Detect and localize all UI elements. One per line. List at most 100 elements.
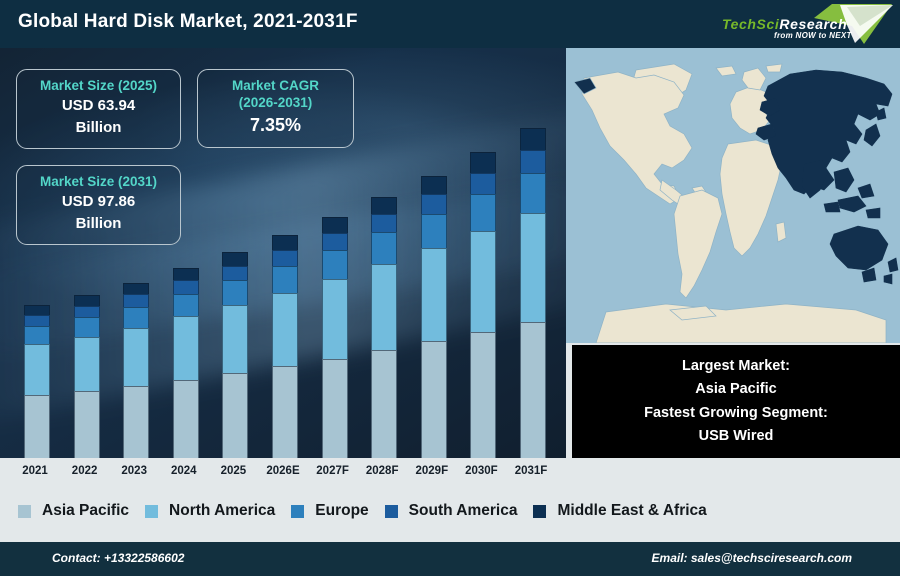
bar-segment-europe — [222, 280, 249, 305]
bar-segment-south-america — [123, 294, 150, 307]
logo-research: Research — [779, 16, 848, 32]
legend-item-south-america[interactable]: South America — [384, 502, 518, 520]
x-axis-label-2022: 2022 — [71, 465, 98, 477]
bar-segment-middle-east-africa — [420, 175, 447, 195]
bar-segment-asia-pacific — [371, 350, 398, 458]
bar-segment-asia-pacific — [172, 379, 199, 458]
x-axis-label-2025: 2025 — [220, 465, 247, 477]
techsci-research-logo: TechSciResearch from NOW to NEXT — [714, 2, 894, 46]
world-map-svg — [566, 48, 900, 343]
bar-segment-north-america — [321, 278, 348, 359]
legend-item-asia-pacific[interactable]: Asia Pacific — [18, 502, 129, 520]
legend-label: South America — [408, 502, 518, 519]
x-axis-label-2029F: 2029F — [415, 465, 449, 477]
kpi-label-line2: (2026-2031) — [238, 94, 313, 110]
bar-segment-europe — [520, 172, 546, 213]
bar-segment-asia-pacific — [321, 358, 348, 458]
bar-segment-south-america — [73, 306, 100, 318]
bar-segment-europe — [272, 265, 298, 293]
bar-segment-europe — [321, 249, 348, 279]
footer-email: Email: sales@techsciresearch.com — [651, 551, 852, 565]
bar-segment-north-america — [123, 327, 150, 386]
bar-segment-asia-pacific — [24, 394, 50, 458]
bar-segment-north-america — [272, 292, 298, 367]
bar-segment-south-america — [222, 266, 249, 281]
legend-label: Europe — [315, 502, 369, 519]
legend-label: North America — [169, 502, 276, 519]
largest-market-value: Asia Pacific — [695, 381, 777, 398]
bar-segment-north-america — [371, 263, 398, 351]
bar-segment-asia-pacific — [520, 321, 546, 458]
x-axis-labels: 2021 2022 2023 2024 2025 2026E 2027F 2028F 2029F… — [0, 458, 566, 480]
legend-item-middle-east-africa[interactable]: Middle East & Africa — [533, 502, 707, 520]
legend-swatch-icon — [384, 504, 398, 518]
logo-techsci: TechSci — [722, 16, 780, 32]
header-bar: Global Hard Disk Market, 2021-2031F Tech… — [0, 0, 900, 48]
stacked-bar-chart — [0, 48, 566, 480]
bar-segment-north-america — [520, 212, 546, 322]
bar-2022 — [73, 295, 100, 458]
map-highlight-asia-pacific — [755, 69, 899, 285]
bar-segment-middle-east-africa — [371, 196, 398, 215]
bar-segment-asia-pacific — [470, 331, 497, 458]
logo-tagline: from NOW to NEXT — [774, 31, 852, 40]
bar-segment-asia-pacific — [272, 366, 298, 458]
footer-contact: Contact: +13322586602 — [52, 551, 185, 565]
legend-swatch-icon — [145, 504, 159, 518]
kpi-market-size-2025: Market Size (2025) USD 63.94 Billion — [16, 69, 181, 149]
bar-2031F — [520, 128, 546, 458]
bar-segment-middle-east-africa — [470, 152, 497, 173]
x-axis-label-2021: 2021 — [22, 465, 48, 477]
bar-2030F — [470, 152, 497, 458]
bar-segment-middle-east-africa — [222, 252, 249, 267]
map-landmasses — [573, 63, 887, 343]
world-map — [566, 48, 900, 343]
chart-panel: 2021 2022 2023 2024 2025 2026E 2027F 2028F 2029F… — [0, 48, 566, 480]
legend-item-north-america[interactable]: North America — [145, 502, 275, 520]
x-axis-strip — [0, 458, 566, 480]
bar-segment-north-america — [222, 304, 249, 374]
bar-2021 — [24, 305, 50, 458]
bar-2027F — [321, 217, 348, 458]
kpi-label: Market Size (2025) — [39, 78, 158, 93]
bar-segment-south-america — [24, 315, 50, 326]
kpi-market-size-2031: Market Size (2031) USD 97.86 Billion — [16, 165, 181, 245]
x-axis-label-2027F: 2027F — [316, 465, 349, 477]
largest-market-label: Largest Market: — [682, 357, 790, 374]
bar-segment-south-america — [172, 280, 199, 294]
bar-segment-europe — [123, 306, 150, 328]
bar-segment-middle-east-africa — [272, 235, 298, 251]
bar-segment-north-america — [420, 247, 447, 342]
logo-arrow-icon — [814, 4, 893, 44]
page-title: Global Hard Disk Market, 2021-2031F — [18, 11, 358, 32]
fastest-segment-value: USB Wired — [698, 427, 774, 444]
kpi-value-line2: Billion — [75, 119, 122, 137]
bar-2025 — [222, 252, 249, 458]
bar-segment-europe — [420, 213, 447, 248]
market-highlights-box: Largest Market: Asia Pacific Fastest Gro… — [572, 345, 900, 458]
x-axis-label-2024: 2024 — [171, 465, 197, 477]
bar-segment-asia-pacific — [222, 373, 249, 458]
legend-item-europe[interactable]: Europe — [291, 502, 369, 520]
footer-bar: Contact: +13322586602 Email: sales@techs… — [0, 542, 900, 576]
bar-segment-europe — [172, 293, 199, 317]
kpi-value-cagr: 7.35% — [249, 114, 302, 135]
fastest-segment-label: Fastest Growing Segment: — [644, 404, 828, 421]
legend-swatch-icon — [18, 504, 31, 518]
legend-swatch-icon — [533, 504, 547, 518]
bar-segment-middle-east-africa — [321, 217, 348, 234]
x-axis-label-2023: 2023 — [121, 465, 147, 477]
legend-swatch-icon — [291, 504, 305, 518]
kpi-label: Market Size (2031) — [39, 174, 158, 189]
chart-legend: Asia Pacific North America Europe South Ame… — [0, 480, 900, 542]
bar-segment-asia-pacific — [420, 341, 447, 458]
x-axis-label-2028F: 2028F — [365, 465, 399, 477]
bar-2029F — [420, 175, 447, 458]
bar-2023 — [123, 282, 150, 458]
bar-segment-europe — [24, 325, 50, 345]
bar-segment-middle-east-africa — [73, 295, 100, 307]
bar-segment-middle-east-africa — [520, 128, 546, 151]
bar-segment-north-america — [172, 316, 199, 380]
bar-segment-asia-pacific — [123, 385, 150, 458]
